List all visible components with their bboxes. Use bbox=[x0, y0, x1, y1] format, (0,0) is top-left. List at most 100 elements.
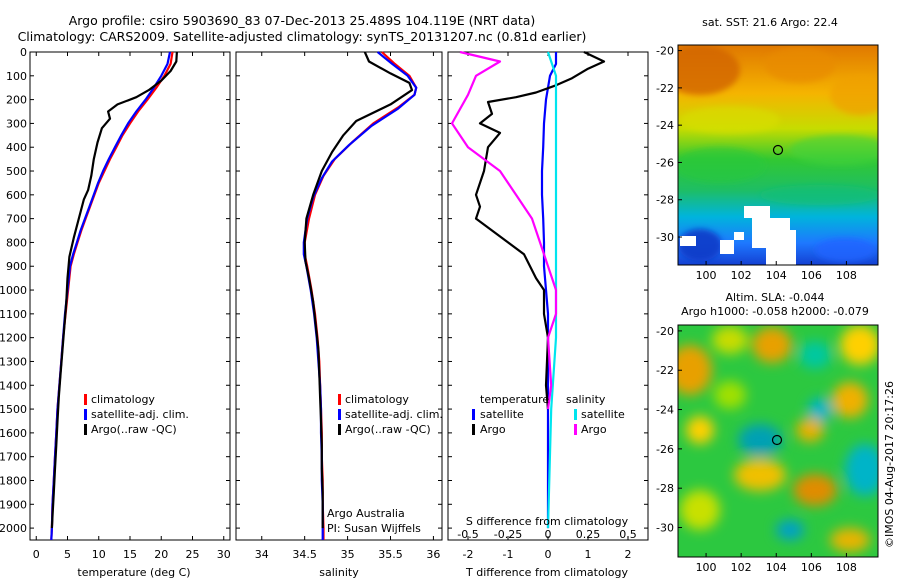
sst-map-title: sat. SST: 21.6 Argo: 22.4 bbox=[702, 16, 838, 29]
s-tick-label: -0.25 bbox=[494, 528, 522, 541]
legend-title-salinity: salinity bbox=[566, 393, 606, 406]
x-tick-label: -1 bbox=[503, 548, 514, 561]
legend-swatch-s-satellite bbox=[574, 409, 577, 420]
series-line-climatology bbox=[50, 51, 174, 541]
map-y-tick-label: -24 bbox=[656, 404, 674, 417]
y-tick-label: 1200 bbox=[0, 332, 27, 345]
map-y-tick-label: -20 bbox=[656, 325, 674, 338]
s-tick-label: 0.25 bbox=[576, 528, 601, 541]
y-tick-label: 1700 bbox=[0, 451, 27, 464]
y-tick-label: 600 bbox=[6, 189, 27, 202]
y-tick-label: 1600 bbox=[0, 427, 27, 440]
map-y-tick-label: -20 bbox=[656, 45, 674, 58]
y-tick-label: 1100 bbox=[0, 308, 27, 321]
series-line-t-satellite bbox=[540, 52, 558, 529]
x-tick-label: 25 bbox=[186, 548, 200, 561]
x-tick-label: -2 bbox=[463, 548, 474, 561]
temperature-legend: climatology satellite-adj. clim. Argo(..… bbox=[84, 393, 189, 436]
y-tick-label: 100 bbox=[6, 70, 27, 83]
map-x-tick-label: 108 bbox=[836, 269, 857, 282]
map-x-tick-label: 100 bbox=[696, 269, 717, 282]
map-y-tick-label: -22 bbox=[656, 364, 674, 377]
legend-swatch-t-argo bbox=[472, 424, 475, 435]
map-x-tick-label: 106 bbox=[801, 561, 822, 574]
y-tick-label: 800 bbox=[6, 236, 27, 249]
map-x-tick-label: 102 bbox=[731, 269, 752, 282]
map-x-tick-label: 104 bbox=[766, 561, 787, 574]
pi-name-label: PI: Susan Wijffels bbox=[327, 522, 421, 535]
y-tick-label: 900 bbox=[6, 260, 27, 273]
imos-credit: ©IMOS 04-Aug-2017 20:17:26 bbox=[883, 381, 896, 548]
x-tick-label: 5 bbox=[64, 548, 71, 561]
y-tick-label: 200 bbox=[6, 94, 27, 107]
legend-title-temperature: temperature bbox=[480, 393, 549, 406]
map-x-tick-label: 104 bbox=[766, 269, 787, 282]
argo-location-marker bbox=[772, 144, 784, 156]
argo-location-marker bbox=[771, 434, 783, 446]
x-tick-label: 35.5 bbox=[378, 548, 403, 561]
y-tick-label: 1300 bbox=[0, 355, 27, 368]
map-y-tick-label: -26 bbox=[656, 443, 674, 456]
map-y-tick-label: -30 bbox=[656, 522, 674, 535]
difference-legend: temperature salinity satellite Argo sate… bbox=[472, 393, 625, 436]
legend-label-argo: Argo(..raw -QC) bbox=[91, 423, 177, 436]
difference-x-label: T difference from climatology bbox=[465, 566, 628, 579]
s-tick-label: -0.5 bbox=[457, 528, 478, 541]
map-x-tick-label: 106 bbox=[801, 269, 822, 282]
sla-map-title-line2: Argo h1000: -0.058 h2000: -0.079 bbox=[681, 305, 869, 318]
series-line-argo-raw-qc bbox=[303, 51, 414, 529]
map-y-tick-label: -24 bbox=[656, 119, 674, 132]
legend-label-t-satellite: satellite bbox=[480, 408, 524, 421]
argo-australia-label: Argo Australia bbox=[327, 507, 405, 520]
legend-swatch-t-satellite bbox=[472, 409, 475, 420]
sla-map: Altim. SLA: -0.044 Argo h1000: -0.058 h2… bbox=[656, 291, 879, 574]
salinity-legend: climatology satellite-adj. clim. Argo(..… bbox=[327, 393, 443, 535]
difference-panel: -2 -1 0 1 2 -0.5 -0.25 0 0.25 0.5 bbox=[447, 50, 649, 561]
temperature-x-label: temperature (deg C) bbox=[77, 566, 190, 579]
legend-label-s-satellite: satellite bbox=[581, 408, 625, 421]
map-y-tick-label: -30 bbox=[656, 231, 674, 244]
x-tick-label: 10 bbox=[92, 548, 106, 561]
temperature-panel: 0100200300400500600700800900100011001200… bbox=[0, 46, 231, 561]
s-tick-label: 0.5 bbox=[619, 528, 637, 541]
series-line-t-argo bbox=[474, 51, 606, 410]
map-x-tick-label: 100 bbox=[696, 561, 717, 574]
y-tick-label: 500 bbox=[6, 165, 27, 178]
x-tick-label: 34 bbox=[255, 548, 269, 561]
figure-title-line1: Argo profile: csiro 5903690_83 07-Dec-20… bbox=[69, 13, 536, 28]
salinity-x-label: salinity bbox=[319, 566, 359, 579]
y-tick-label: 1500 bbox=[0, 403, 27, 416]
x-tick-label: 0 bbox=[545, 548, 552, 561]
legend-swatch-climatology bbox=[84, 394, 87, 405]
legend-label-climatology: climatology bbox=[91, 393, 155, 406]
map-x-tick-label: 102 bbox=[731, 561, 752, 574]
y-tick-label: 1400 bbox=[0, 379, 27, 392]
x-tick-label: 2 bbox=[625, 548, 632, 561]
legend-swatch-argo bbox=[84, 424, 87, 435]
x-tick-label: 35 bbox=[341, 548, 355, 561]
map-y-tick-label: -26 bbox=[656, 156, 674, 169]
y-tick-label: 700 bbox=[6, 213, 27, 226]
x-tick-label: 20 bbox=[154, 548, 168, 561]
x-tick-label: 30 bbox=[217, 548, 231, 561]
map-x-tick-label: 108 bbox=[836, 561, 857, 574]
legend-swatch-climatology bbox=[338, 394, 341, 405]
x-tick-label: 34.5 bbox=[292, 548, 317, 561]
legend-swatch-satellite bbox=[338, 409, 341, 420]
series-line-s-satellite bbox=[546, 51, 558, 529]
y-tick-label: 1000 bbox=[0, 284, 27, 297]
plot-frame bbox=[235, 51, 443, 541]
series-line-satellite-adj-clim bbox=[302, 51, 418, 540]
legend-label-s-argo: Argo bbox=[581, 423, 607, 436]
legend-swatch-argo bbox=[338, 424, 341, 435]
x-tick-label: 1 bbox=[585, 548, 592, 561]
salinity-panel: 34 34.5 35 35.5 36 bbox=[235, 51, 443, 561]
x-tick-label: 36 bbox=[426, 548, 440, 561]
y-tick-label: 2000 bbox=[0, 522, 27, 535]
legend-label-t-argo: Argo bbox=[480, 423, 506, 436]
y-tick-label: 0 bbox=[20, 46, 27, 59]
x-tick-label: 15 bbox=[123, 548, 137, 561]
legend-label-argo: Argo(..raw -QC) bbox=[345, 423, 431, 436]
map-y-tick-label: -28 bbox=[656, 194, 674, 207]
